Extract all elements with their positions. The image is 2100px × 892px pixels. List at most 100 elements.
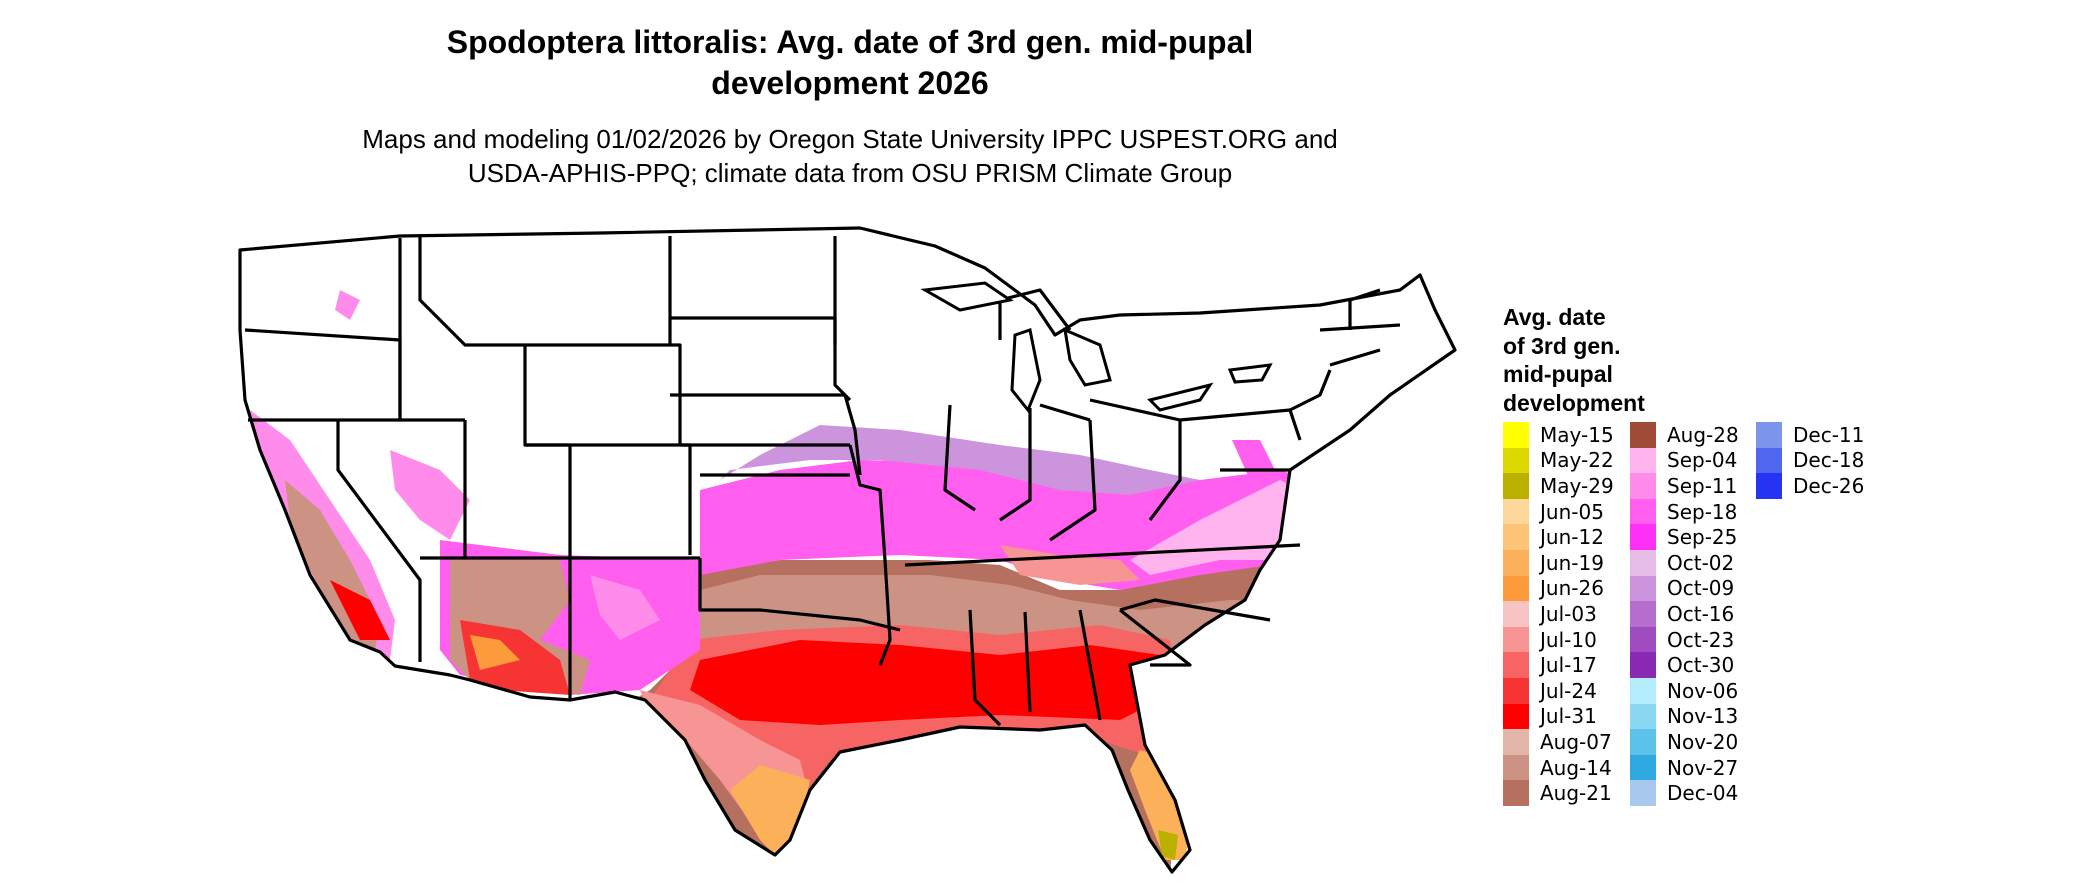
legend-swatch	[1503, 498, 1529, 525]
legend-title-line: development	[1503, 389, 1645, 416]
legend-title-line: mid-pupal	[1503, 361, 1613, 387]
legend-item: Jun-05	[1503, 498, 1614, 525]
legend-swatch	[1503, 780, 1529, 806]
legend-swatch	[1630, 524, 1656, 550]
legend-item: Oct-09	[1630, 575, 1739, 602]
legend-title-line: Avg. date	[1503, 304, 1606, 330]
legend-item: Nov-27	[1630, 754, 1739, 781]
legend-label: Oct-16	[1667, 601, 1735, 626]
legend-item: Aug-21	[1503, 780, 1614, 806]
legend-item: Jul-24	[1503, 677, 1614, 704]
legend-item: May-22	[1503, 447, 1614, 474]
legend-label: Jun-19	[1540, 550, 1604, 575]
us-map-canvas	[238, 226, 1457, 874]
legend-swatch	[1630, 549, 1656, 576]
legend-item: Jul-17	[1503, 652, 1614, 678]
legend-swatch	[1503, 729, 1529, 755]
legend-swatch	[1630, 677, 1656, 704]
legend-label: Nov-13	[1667, 704, 1739, 729]
legend-swatch	[1503, 524, 1529, 550]
legend-swatch	[1503, 422, 1529, 448]
legend-item: Oct-02	[1630, 549, 1739, 576]
legend-swatch	[1503, 575, 1529, 602]
legend-label: Aug-21	[1540, 781, 1612, 806]
legend-item: Sep-25	[1630, 524, 1739, 550]
legend-swatch	[1756, 473, 1782, 499]
legend-item: Sep-04	[1630, 447, 1739, 474]
legend-swatch	[1756, 447, 1782, 474]
legend-item: Aug-07	[1503, 729, 1614, 755]
legend-label: Jun-05	[1540, 499, 1604, 524]
legend-column-3: Dec-11 Dec-18 Dec-26	[1756, 422, 1864, 499]
map-title-line-1: Spodoptera littoralis: Avg. date of 3rd …	[446, 24, 1254, 60]
legend-item: Jul-03	[1503, 601, 1614, 627]
us-map	[230, 220, 1470, 892]
legend-label: Oct-23	[1667, 627, 1735, 652]
development-date-shading	[240, 228, 1455, 872]
legend-label: Dec-11	[1793, 422, 1865, 447]
legend-item: Dec-11	[1756, 422, 1864, 448]
legend-label: Oct-09	[1667, 576, 1735, 601]
legend-swatch	[1503, 677, 1529, 704]
legend-label: Nov-27	[1667, 755, 1739, 780]
legend-label: Nov-06	[1667, 678, 1739, 703]
map-title: Spodoptera littoralis: Avg. date of 3rd …	[250, 22, 1450, 104]
legend-label: Dec-04	[1667, 781, 1739, 806]
legend-item: Jul-10	[1503, 626, 1614, 653]
legend-label: Jun-12	[1540, 525, 1604, 550]
legend-swatch	[1756, 422, 1782, 448]
legend-swatch	[1630, 780, 1656, 806]
legend-item: Sep-18	[1630, 498, 1739, 525]
legend-column-1: May-15 May-22 May-29 Jun-05 Jun-12 Jun-19 Jun-…	[1503, 422, 1614, 806]
legend-item: Dec-18	[1756, 447, 1864, 474]
legend-label: Oct-30	[1667, 653, 1735, 678]
legend-item: Oct-30	[1630, 652, 1739, 678]
legend-label: Oct-02	[1667, 550, 1735, 575]
legend-label: May-22	[1540, 448, 1614, 473]
legend-label: Jun-26	[1540, 576, 1604, 601]
legend-item: Dec-04	[1630, 780, 1739, 806]
map-subtitle-line-2: USDA-APHIS-PPQ; climate data from OSU PR…	[467, 158, 1233, 188]
legend-item: Oct-16	[1630, 601, 1739, 627]
legend-item: Oct-23	[1630, 626, 1739, 653]
legend-item: May-15	[1503, 422, 1614, 448]
legend-label: Jul-17	[1540, 653, 1597, 678]
legend-item: Jul-31	[1503, 703, 1614, 730]
legend-item: Nov-13	[1630, 703, 1739, 730]
legend-item: May-29	[1503, 473, 1614, 499]
great-lakes	[920, 281, 1273, 413]
legend-swatch	[1503, 626, 1529, 653]
legend-swatch	[1630, 473, 1656, 499]
legend-swatch	[1503, 601, 1529, 627]
legend-item: Sep-11	[1630, 473, 1739, 499]
legend-label: May-15	[1540, 422, 1614, 447]
legend-swatch	[1503, 652, 1529, 678]
legend-title: Avg. date of 3rd gen. mid-pupal developm…	[1503, 303, 1703, 417]
legend-label: Aug-28	[1667, 422, 1739, 447]
legend-swatch	[1630, 729, 1656, 755]
legend-label: Jul-10	[1540, 627, 1597, 652]
legend-swatch	[1630, 626, 1656, 653]
legend-item: Aug-28	[1630, 422, 1739, 448]
legend-item: Jun-12	[1503, 524, 1614, 550]
map-title-line-2: development 2026	[711, 65, 989, 101]
legend-label: Sep-11	[1667, 473, 1738, 498]
legend-item: Aug-14	[1503, 754, 1614, 781]
legend-label: Sep-25	[1667, 525, 1738, 550]
legend-swatch	[1630, 422, 1656, 448]
legend-label: Nov-20	[1667, 729, 1739, 754]
legend-item: Jun-26	[1503, 575, 1614, 602]
map-subtitle: Maps and modeling 01/02/2026 by Oregon S…	[250, 122, 1450, 190]
legend-column-2: Aug-28 Sep-04 Sep-11 Sep-18 Sep-25 Oct-02 Oct-…	[1630, 422, 1739, 806]
legend-swatch	[1630, 498, 1656, 525]
legend-swatch	[1630, 447, 1656, 474]
legend-label: Jul-03	[1540, 601, 1597, 626]
legend-label: Dec-26	[1793, 473, 1865, 498]
legend-item: Jun-19	[1503, 549, 1614, 576]
legend-swatch	[1503, 447, 1529, 474]
legend-title-line: of 3rd gen.	[1503, 332, 1621, 359]
legend-label: Sep-04	[1667, 448, 1738, 473]
legend-label: Jul-31	[1540, 704, 1597, 729]
legend-swatch	[1503, 754, 1529, 781]
legend-swatch	[1503, 549, 1529, 576]
